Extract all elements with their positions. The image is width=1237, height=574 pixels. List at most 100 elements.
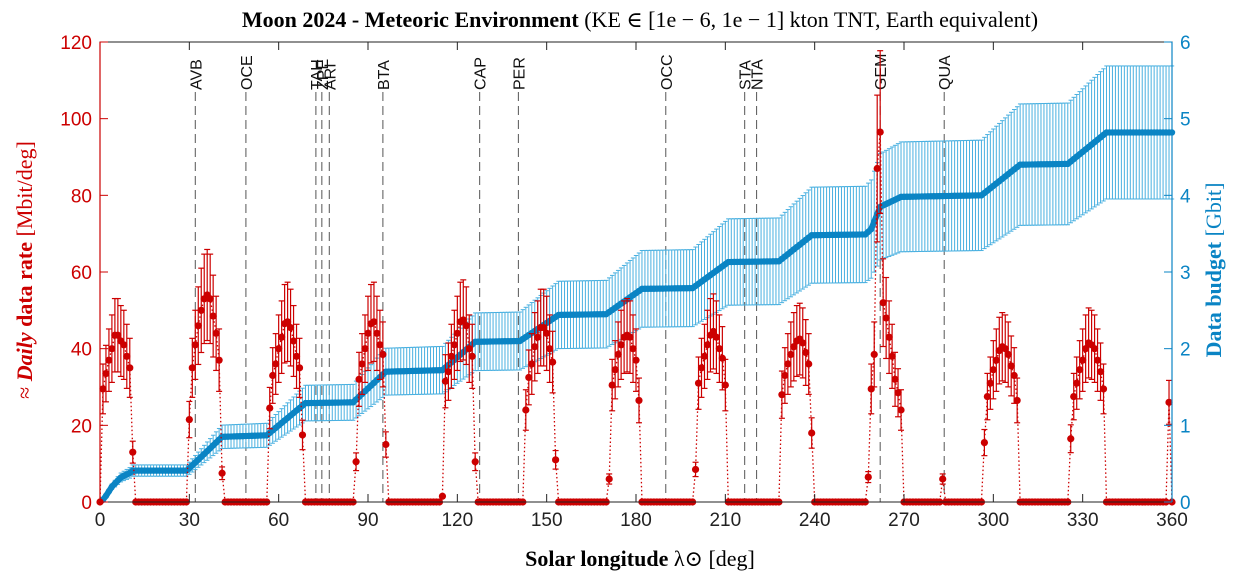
rate-point	[522, 406, 530, 414]
y-right-tick-label: 6	[1180, 33, 1191, 54]
rate-point	[215, 356, 223, 364]
rate-point	[626, 333, 634, 341]
rate-point	[552, 456, 560, 464]
rate-point	[546, 345, 554, 353]
rate-point	[120, 341, 128, 349]
rate-point	[438, 492, 447, 500]
rate-point	[629, 345, 637, 353]
rate-point	[605, 475, 613, 483]
rate-point	[206, 295, 214, 303]
shower-label-per: PER	[511, 57, 528, 90]
x-tick-label: 30	[179, 510, 200, 531]
rate-point	[209, 312, 217, 320]
rate-point	[888, 352, 896, 360]
rate-point	[700, 352, 709, 360]
rate-point	[382, 440, 390, 449]
rate-point	[298, 431, 307, 439]
rate-point	[531, 343, 539, 351]
y-right-tick-label: 4	[1180, 186, 1191, 207]
rate-point	[108, 345, 116, 353]
rate-point	[188, 364, 196, 372]
rate-point	[114, 331, 122, 339]
rate-point	[694, 379, 703, 387]
rate-point	[691, 465, 700, 474]
rate-point	[1093, 356, 1102, 364]
y-right-tick-label: 5	[1180, 110, 1191, 131]
rate-point	[1007, 362, 1015, 370]
y-left-tick-label: 20	[71, 416, 92, 437]
shower-label-nta: NTA	[750, 59, 767, 90]
rate-point	[370, 318, 378, 326]
rate-point	[453, 329, 461, 337]
rate-point	[361, 345, 369, 353]
rate-point	[185, 415, 193, 424]
rate-point	[1099, 385, 1108, 393]
y-left-tick-label: 120	[60, 33, 92, 54]
rate-point	[709, 327, 718, 336]
x-axis-label-rest: λ⊙ [deg]	[668, 546, 755, 571]
rate-point	[617, 341, 625, 349]
shower-label-bta: BTA	[376, 60, 393, 90]
rate-point	[980, 438, 989, 447]
y-right-tick-label: 3	[1180, 263, 1191, 284]
rate-point	[197, 306, 205, 314]
shower-label-zpe: ZPE	[315, 59, 332, 90]
y-right-tick-label: 1	[1180, 416, 1191, 437]
rate-point	[540, 323, 548, 332]
y-axis-right-label-bold: Data budget	[1201, 241, 1226, 357]
rate-point	[611, 366, 619, 374]
x-tick-label: 90	[357, 510, 378, 531]
shower-label-oce: OCE	[239, 55, 256, 90]
rate-point	[450, 341, 458, 349]
rate-point	[549, 358, 557, 366]
rate-point	[718, 354, 726, 362]
rate-point	[1010, 371, 1018, 380]
x-tick-label: 120	[441, 510, 473, 531]
rate-point	[278, 333, 286, 341]
rate-point	[468, 352, 476, 360]
rate-point	[787, 350, 795, 359]
y-right-tick-label: 0	[1180, 493, 1191, 514]
y-axis-right-label-rest: [Gbit]	[1201, 183, 1226, 242]
y-left-tick-label: 0	[81, 493, 92, 514]
rate-point	[129, 448, 137, 456]
x-tick-label: 150	[531, 510, 563, 531]
x-axis-label: Solar longitude λ⊙ [deg]	[525, 546, 755, 571]
y-axis-left-label-italic: Daily	[12, 332, 37, 382]
shower-label-gem: GEM	[873, 54, 890, 90]
rate-point	[295, 364, 304, 372]
rate-point	[873, 164, 881, 173]
rate-point	[1070, 392, 1078, 401]
chart-title-bold: Moon 2024 - Meteoric Environment	[242, 7, 580, 32]
rate-point	[1090, 345, 1099, 353]
rate-point	[379, 350, 387, 359]
rate-point	[992, 356, 1000, 364]
rate-point	[712, 333, 721, 341]
chart-title-rest: (KE ∈ [1e − 6, 1e − 1] kton TNT, Earth e…	[579, 7, 1038, 32]
shower-label-cap: CAP	[473, 57, 490, 90]
x-axis-label-bold: Solar longitude	[525, 546, 668, 571]
rate-point	[444, 368, 452, 376]
rate-point	[876, 128, 884, 136]
rate-point	[808, 429, 816, 437]
rate-point	[1076, 366, 1084, 374]
rate-point	[471, 458, 479, 466]
rate-point	[292, 352, 301, 360]
rate-point	[534, 333, 542, 341]
x-tick-label: 330	[1067, 510, 1099, 531]
rate-point	[1013, 396, 1021, 405]
rate-point	[1073, 379, 1081, 387]
rate-point	[781, 371, 789, 380]
x-tick-label: 300	[977, 510, 1009, 531]
rate-point	[805, 360, 813, 368]
rate-point	[218, 469, 226, 477]
rate-point	[790, 343, 798, 351]
x-tick-label: 0	[95, 510, 106, 531]
rate-point	[894, 389, 902, 397]
x-tick-label: 360	[1156, 510, 1188, 531]
y-axis-left-label: ≈ Daily data rate [Mbit/deg]	[12, 141, 37, 399]
rate-point	[891, 375, 899, 383]
rate-point	[864, 473, 872, 481]
chart-title: Moon 2024 - Meteoric Environment (KE ∈ […	[242, 7, 1038, 32]
